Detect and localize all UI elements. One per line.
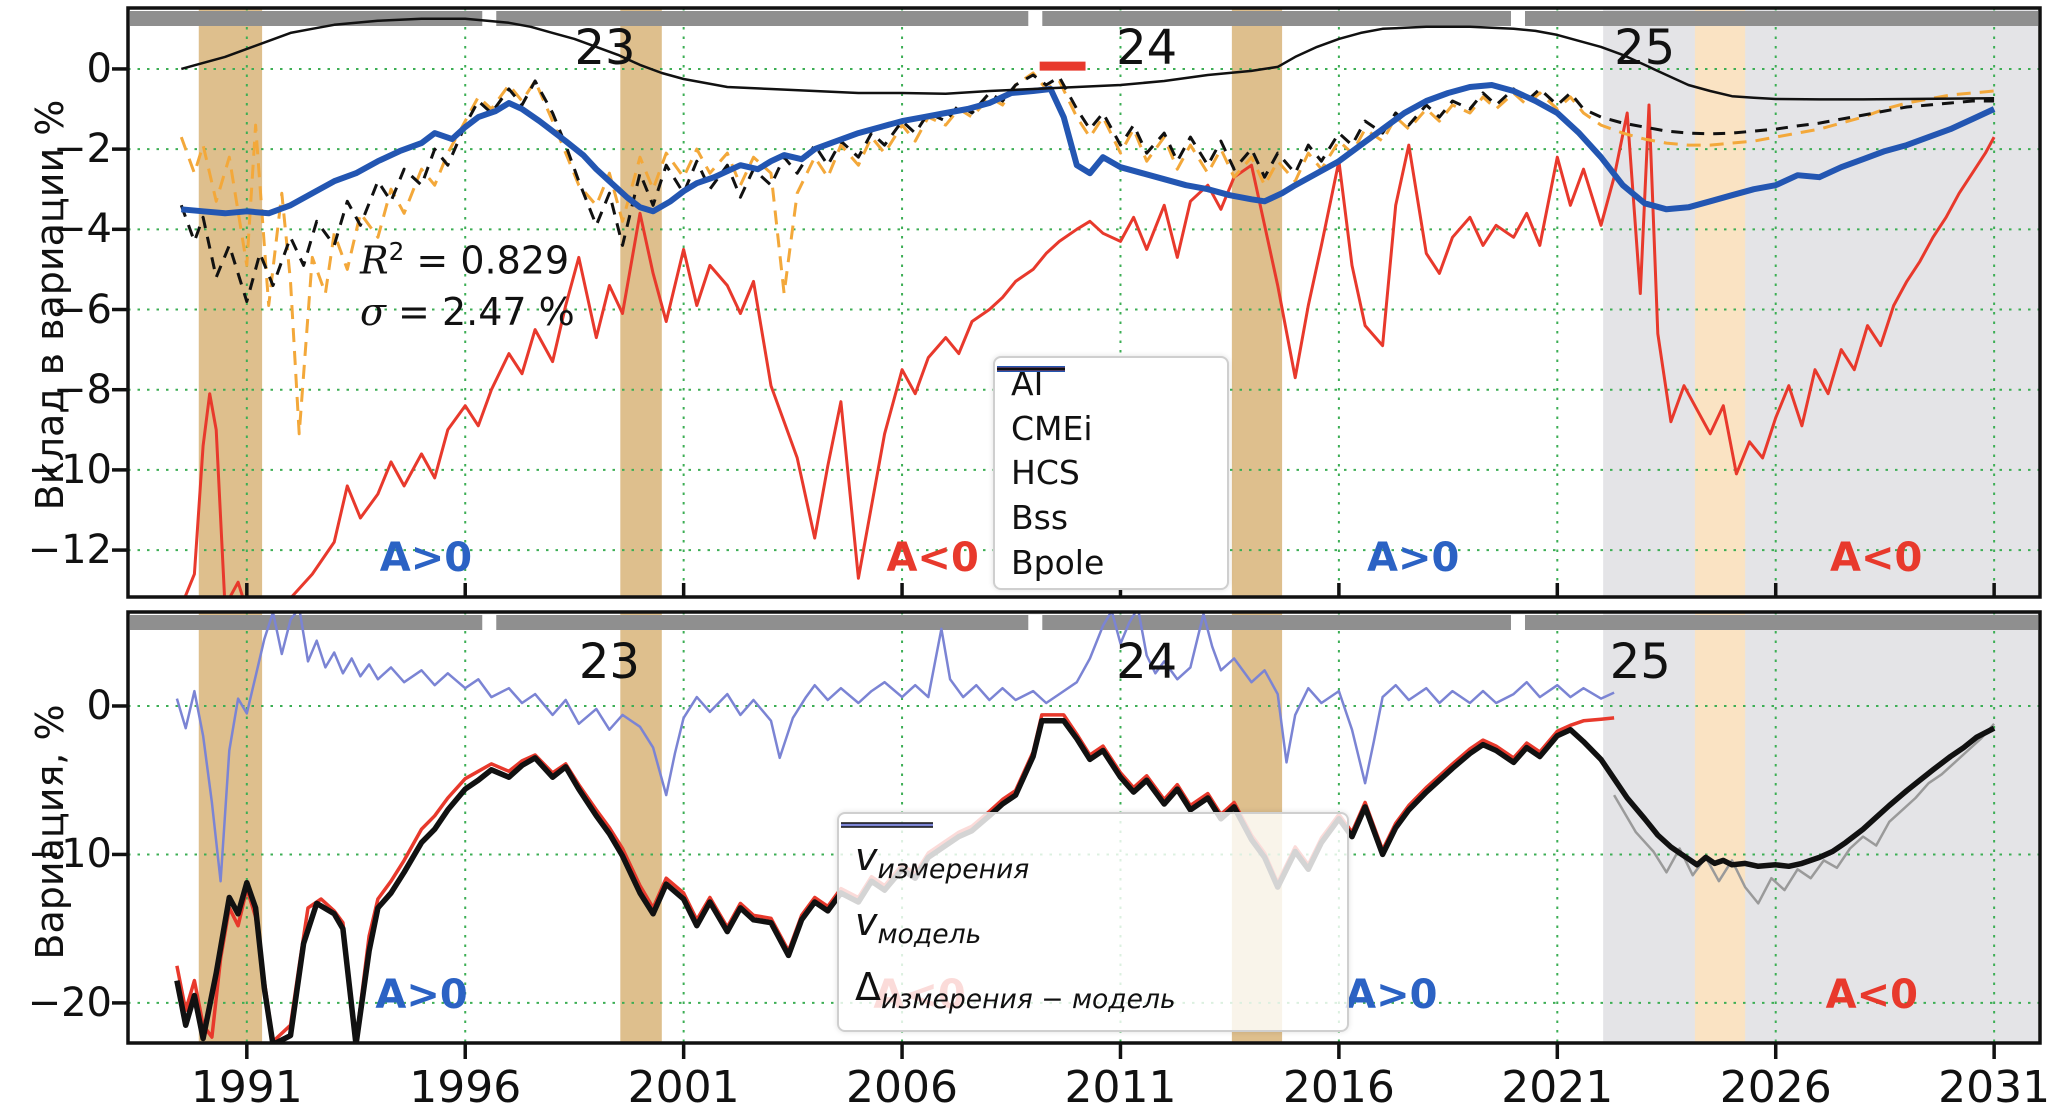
- x-tick-label: 1996: [409, 1062, 522, 1113]
- polarity-label: A<0: [1830, 535, 1923, 582]
- legend-label: CMEi: [1011, 408, 1093, 448]
- solar-cycle-bar-segment: [1524, 615, 2038, 630]
- cycle25-max-band: [1694, 612, 1746, 1043]
- top-y-tick-label: −12: [27, 527, 112, 574]
- bottom-y-tick-label: 0: [86, 682, 112, 729]
- series-bss: [183, 103, 1996, 597]
- series--измерения-модель: [175, 612, 1615, 883]
- polarity-label: A>0: [1366, 535, 1460, 582]
- polarity-reversal-band: [620, 612, 662, 1043]
- legend-item-модель: vмодель: [839, 822, 1347, 950]
- polarity-label: A>0: [1345, 972, 1438, 1019]
- legend-item-bpole: Bpole: [995, 367, 1227, 583]
- legend-item-cmei: CMEi: [995, 367, 1227, 448]
- solar-cycle-number-25: 25: [1614, 20, 1676, 76]
- solar-cycle-bar-segment: [496, 11, 1029, 26]
- sigma-value: σ = 2.47 %: [360, 289, 575, 334]
- solar-cycle-bar-segment: [1042, 11, 1511, 26]
- legend-label: Bpole: [1011, 543, 1105, 583]
- bottom-panel-legend: vизмерения vмодель Δизмерения − модель: [837, 812, 1349, 1032]
- legend-label: vизмерения: [855, 835, 1030, 885]
- legend-line-sample: [997, 367, 1065, 371]
- legend-label: Bss: [1011, 498, 1069, 538]
- legend-line-sample: [841, 823, 933, 827]
- legend-item-измерения-модель: Δизмерения − модель: [839, 823, 1347, 1015]
- top-y-tick-label: −8: [53, 366, 112, 413]
- top-panel-plot-area: [128, 8, 2040, 597]
- x-tick-label: 2026: [1719, 1062, 1832, 1113]
- x-tick-label: 2016: [1282, 1062, 1395, 1113]
- solar-cycle-bar-segment: [130, 11, 483, 26]
- series-v-модель: [174, 718, 1996, 1043]
- x-tick-label: 1991: [190, 1062, 303, 1113]
- solar-cycle-bar-segment: [1524, 11, 2038, 26]
- polarity-reversal-band: [198, 8, 263, 597]
- x-tick-label: 2011: [1064, 1062, 1177, 1113]
- polarity-reversal-band: [1231, 8, 1283, 597]
- legend-label: vмодель: [855, 900, 982, 950]
- solar-cycle-bar-segment: [1042, 615, 1511, 630]
- series-cmei: [179, 71, 1995, 436]
- top-y-tick-label: −2: [53, 126, 112, 173]
- solar-cycle-number-25: 25: [1609, 634, 1671, 690]
- cycle25-max-band: [1694, 8, 1746, 597]
- top-panel-frame: [126, 6, 2042, 599]
- top-y-tick-label: 0: [86, 45, 112, 92]
- forecast-band: [1603, 8, 2040, 597]
- x-tick-label: 2031: [1938, 1062, 2047, 1113]
- top-y-tick-label: −4: [53, 206, 112, 253]
- legend-item-bss: Bss: [995, 367, 1227, 538]
- top-y-tick-label: −6: [53, 286, 112, 333]
- solar-cycle-number-23: 23: [578, 634, 640, 690]
- top-y-tick-label: −10: [27, 446, 112, 493]
- series-модель-аналог-серая-: [1613, 722, 1996, 905]
- series-hcs: [181, 82, 1996, 217]
- series-ai: [179, 73, 1995, 303]
- bottom-y-tick-label: −10: [27, 831, 112, 878]
- solar-cycle-bar-segment: [496, 615, 1029, 630]
- x-tick-label: 2021: [1501, 1062, 1614, 1113]
- x-tick-label: 2001: [627, 1062, 740, 1113]
- bottom-panel-frame: [126, 610, 2042, 1045]
- forecast-band: [1603, 612, 2040, 1043]
- top-panel-legend: AI CMEi HCS Bss Bpole: [993, 356, 1229, 590]
- polarity-reversal-band: [620, 8, 662, 597]
- polarity-label: A>0: [379, 535, 473, 582]
- polarity-label: A<0: [1825, 972, 1918, 1019]
- legend-item-hcs: HCS: [995, 366, 1227, 493]
- solar-cycle-number-24: 24: [1116, 634, 1178, 690]
- legend-label: HCS: [1011, 453, 1080, 493]
- series-bpole: [180, 17, 1995, 101]
- solar-cycle-number-24: 24: [1116, 20, 1178, 76]
- solar-cycle-number-23: 23: [574, 20, 636, 76]
- fit-statistics: R2 = 0.829 σ = 2.47 %: [360, 235, 575, 338]
- polarity-label: A>0: [375, 972, 468, 1019]
- legend-item-измерения: vизмерения: [839, 823, 1347, 885]
- polarity-reversal-band: [198, 612, 263, 1043]
- polarity-label: A<0: [886, 535, 979, 582]
- bottom-y-tick-label: −20: [27, 979, 112, 1026]
- legend-label: Δизмерения − модель: [855, 965, 1176, 1015]
- r-squared-value: R2 = 0.829: [360, 237, 570, 283]
- solar-cycle-bar-segment: [130, 615, 483, 630]
- x-tick-label: 2006: [846, 1062, 959, 1113]
